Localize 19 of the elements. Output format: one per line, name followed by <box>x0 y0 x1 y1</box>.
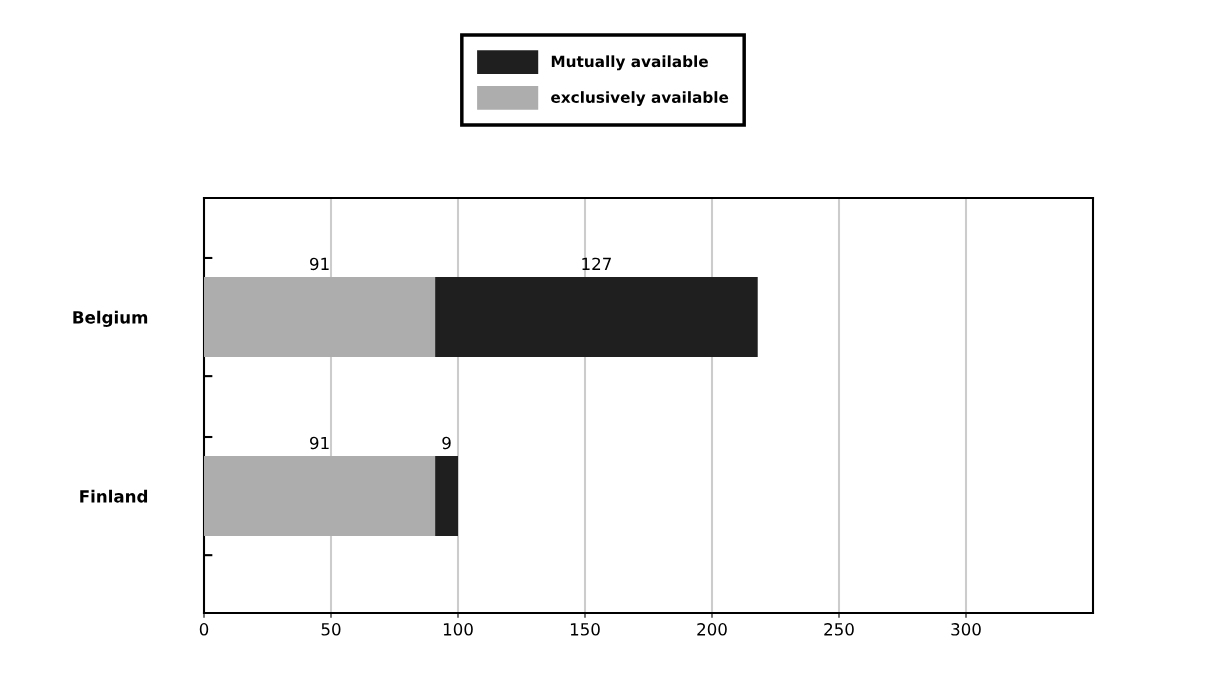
data-label: 127 <box>582 257 611 270</box>
y-tick-label: Finland <box>80 489 148 503</box>
x-tick-label: 150 <box>570 623 600 636</box>
bar <box>204 277 436 358</box>
bar <box>435 277 758 358</box>
data-label: 9 <box>442 436 451 450</box>
x-tick-label: 100 <box>443 623 473 636</box>
legend-label: Mutually available <box>551 55 708 71</box>
x-tick-label: 0 <box>199 623 209 636</box>
bar <box>435 456 458 537</box>
y-tick-label: Belgium <box>73 310 148 327</box>
data-label: 91 <box>310 436 329 450</box>
x-tick-label: 300 <box>951 623 981 636</box>
x-tick-label: 200 <box>697 623 727 636</box>
x-tick-label: 50 <box>321 623 341 636</box>
x-tick-label: 250 <box>824 623 854 636</box>
bar <box>204 456 436 537</box>
legend-label: exclusively available <box>551 91 729 107</box>
data-label: 91 <box>310 257 329 271</box>
